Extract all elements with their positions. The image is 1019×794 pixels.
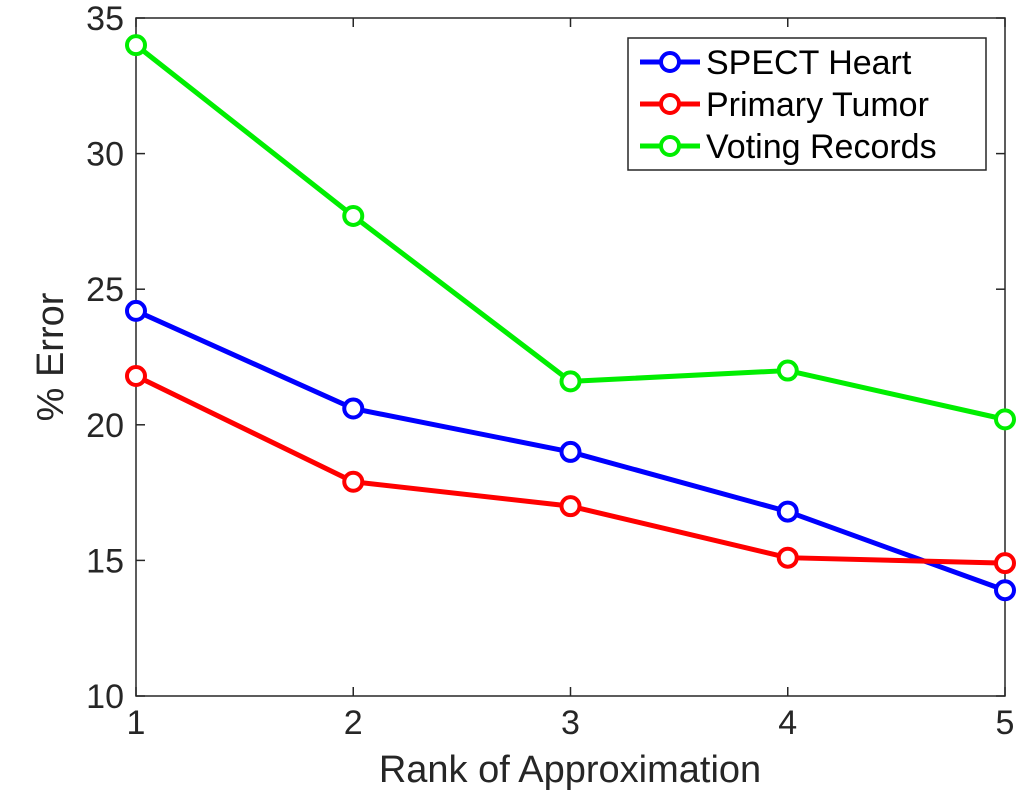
- legend-marker: [659, 51, 681, 73]
- x-tick-label: 5: [996, 704, 1015, 742]
- legend-marker: [659, 135, 681, 157]
- data-point: [559, 370, 582, 393]
- y-tick-label: 35: [86, 0, 124, 38]
- y-tick-label: 25: [86, 271, 124, 309]
- x-tick-label: 1: [127, 704, 146, 742]
- legend-label: SPECT Heart: [706, 44, 912, 82]
- legend: SPECT Heart Primary Tumor Voting Records: [627, 37, 987, 171]
- data-point: [342, 397, 365, 420]
- x-tick-label: 4: [778, 704, 797, 742]
- data-point: [342, 204, 365, 227]
- data-point: [125, 299, 147, 322]
- x-tick-label: 3: [561, 704, 580, 742]
- y-tick-label: 20: [86, 407, 124, 445]
- data-point: [776, 546, 799, 569]
- data-point: [559, 495, 582, 518]
- data-point: [125, 34, 147, 57]
- data-point: [125, 364, 147, 387]
- data-point: [776, 500, 799, 523]
- x-axis-ticks: 1 2 3 4 5: [127, 18, 1015, 742]
- y-axis-title: % Error: [30, 292, 72, 421]
- y-tick-label: 30: [86, 136, 124, 174]
- data-point: [994, 579, 1016, 602]
- data-point: [994, 408, 1016, 431]
- y-tick-label: 15: [86, 542, 124, 580]
- x-tick-label: 2: [344, 704, 363, 742]
- data-point: [776, 359, 799, 382]
- legend-label: Voting Records: [706, 128, 937, 166]
- legend-marker: [659, 93, 681, 115]
- data-point: [559, 440, 582, 463]
- data-point: [994, 552, 1016, 575]
- x-axis-title: Rank of Approximation: [379, 749, 761, 791]
- legend-label: Primary Tumor: [706, 86, 929, 124]
- series-layer: [125, 34, 1016, 602]
- y-axis-ticks: 10 15 20 25 30 35: [86, 0, 1005, 716]
- y-tick-label: 10: [86, 678, 124, 716]
- data-point: [342, 470, 365, 493]
